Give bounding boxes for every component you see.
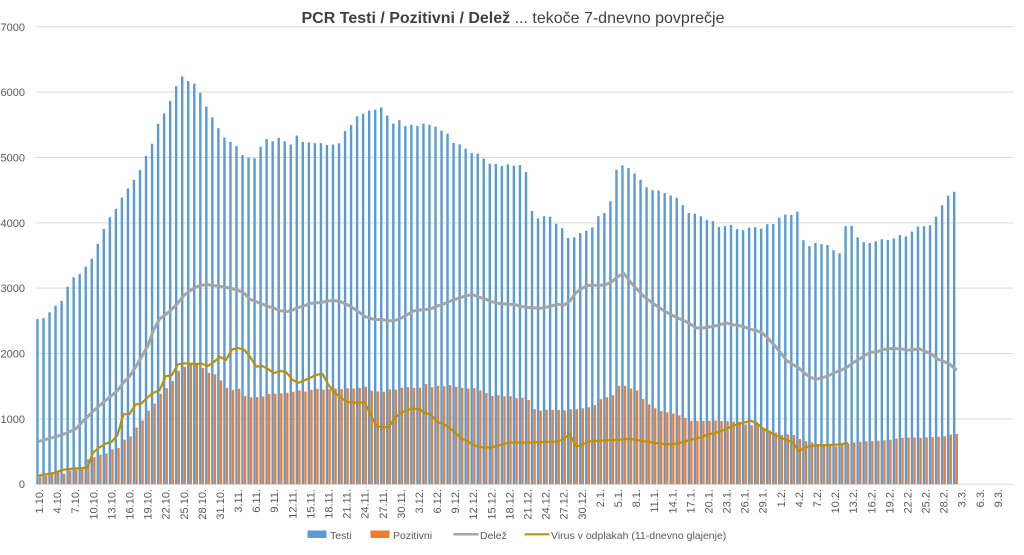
svg-text:19.10.: 19.10. (143, 489, 155, 520)
svg-text:Pozitivni: Pozitivni (393, 530, 432, 542)
svg-text:29.1.: 29.1. (758, 489, 770, 513)
svg-text:1.10.: 1.10. (34, 489, 46, 513)
svg-text:16.2.: 16.2. (866, 489, 878, 513)
svg-text:3.3.: 3.3. (957, 489, 969, 507)
svg-text:6.11.: 6.11. (251, 489, 263, 513)
svg-text:25.2.: 25.2. (921, 489, 933, 513)
svg-text:5000: 5000 (1, 153, 25, 165)
svg-text:15.11.: 15.11. (305, 489, 317, 519)
svg-text:4.10.: 4.10. (52, 489, 64, 513)
svg-text:19.2.: 19.2. (884, 489, 896, 513)
svg-text:4.2.: 4.2. (794, 489, 806, 507)
svg-text:3.11.: 3.11. (233, 489, 245, 513)
svg-text:12.12.: 12.12. (468, 489, 480, 520)
svg-text:31.10.: 31.10. (215, 489, 227, 520)
svg-text:17.1.: 17.1. (685, 489, 697, 513)
svg-text:27.11.: 27.11. (378, 489, 390, 519)
svg-text:15.12.: 15.12. (486, 489, 498, 520)
svg-text:18.12.: 18.12. (504, 489, 516, 520)
svg-text:2000: 2000 (1, 349, 25, 361)
svg-text:6.3.: 6.3. (975, 489, 987, 507)
svg-text:13.2.: 13.2. (848, 489, 860, 513)
svg-text:24.12.: 24.12. (541, 489, 553, 520)
svg-text:1.2.: 1.2. (776, 489, 788, 507)
svg-text:16.10.: 16.10. (125, 489, 137, 520)
svg-text:9.11.: 9.11. (269, 489, 281, 513)
svg-text:7.10.: 7.10. (70, 489, 82, 513)
svg-text:13.10.: 13.10. (106, 489, 118, 520)
svg-text:6000: 6000 (1, 87, 25, 99)
svg-text:23.1.: 23.1. (722, 489, 734, 513)
svg-text:Delež: Delež (480, 530, 507, 542)
svg-text:3000: 3000 (1, 283, 25, 295)
svg-text:PCR Testi / Pozitivni / Delež: PCR Testi / Pozitivni / Delež ... tekoče… (302, 10, 725, 27)
svg-text:10.2.: 10.2. (830, 489, 842, 513)
svg-text:12.11.: 12.11. (287, 489, 299, 519)
svg-text:1000: 1000 (1, 414, 25, 426)
svg-text:11.1.: 11.1. (649, 489, 661, 513)
svg-text:9.12.: 9.12. (450, 489, 462, 513)
svg-text:26.1.: 26.1. (740, 489, 752, 513)
svg-text:7000: 7000 (1, 22, 25, 34)
svg-text:Testi: Testi (330, 530, 352, 542)
svg-text:22.10.: 22.10. (161, 489, 173, 520)
svg-text:20.1.: 20.1. (703, 489, 715, 513)
svg-text:10.10.: 10.10. (88, 489, 100, 520)
svg-text:4000: 4000 (1, 218, 25, 230)
svg-text:21.11.: 21.11. (342, 489, 354, 519)
svg-text:24.11.: 24.11. (360, 489, 372, 519)
svg-text:8.1.: 8.1. (631, 489, 643, 507)
svg-text:7.2.: 7.2. (812, 489, 824, 507)
svg-text:0: 0 (19, 479, 25, 491)
svg-text:18.11.: 18.11. (324, 489, 336, 519)
svg-text:27.12.: 27.12. (559, 489, 571, 520)
svg-text:28.2.: 28.2. (939, 489, 951, 513)
svg-text:5.1.: 5.1. (613, 489, 625, 507)
svg-text:22.2.: 22.2. (903, 489, 915, 513)
svg-text:Virus v odplakah (11-dnevno gl: Virus v odplakah (11-dnevno glajenje) (551, 530, 726, 542)
svg-text:28.10.: 28.10. (197, 489, 209, 520)
svg-text:21.12.: 21.12. (523, 489, 535, 520)
svg-text:3.12.: 3.12. (414, 489, 426, 513)
svg-text:2.1.: 2.1. (595, 489, 607, 507)
svg-text:30.11.: 30.11. (396, 489, 408, 519)
svg-text:6.12.: 6.12. (432, 489, 444, 513)
svg-text:25.10.: 25.10. (179, 489, 191, 520)
svg-text:9.3.: 9.3. (993, 489, 1005, 507)
svg-text:14.1.: 14.1. (667, 489, 679, 513)
svg-text:30.12.: 30.12. (577, 489, 589, 520)
